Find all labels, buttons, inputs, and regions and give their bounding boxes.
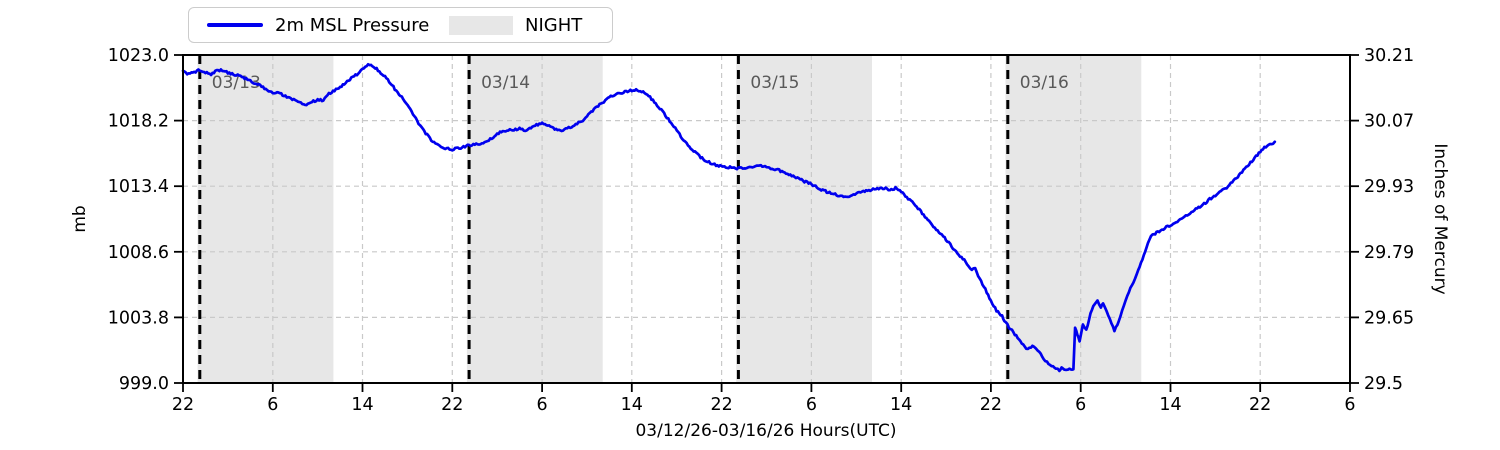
x-tick-label: 6: [267, 395, 278, 415]
x-tick-label: 14: [351, 395, 373, 415]
night-band: [1005, 55, 1142, 383]
right-tick-label: 30.07: [1364, 112, 1414, 132]
x-axis-label: 03/12/26-03/16/26 Hours(UTC): [635, 421, 897, 441]
night-band: [466, 55, 603, 383]
x-tick-label: 6: [1344, 395, 1355, 415]
x-tick-label: 14: [621, 395, 643, 415]
x-tick-label: 22: [710, 395, 732, 415]
date-annotation: 03/13: [212, 73, 261, 93]
night-band: [197, 55, 334, 383]
x-tick-label: 6: [537, 395, 548, 415]
x-tick-label: 22: [172, 395, 194, 415]
right-axis-label: Inches of Mercury: [1430, 143, 1450, 295]
left-tick-label: 1008.6: [108, 243, 169, 263]
night-band: [736, 55, 872, 383]
pressure-line-legend-sample: [207, 23, 263, 27]
date-annotation: 03/16: [1020, 73, 1069, 93]
night-patch-legend-sample: [449, 15, 514, 35]
x-tick-label: 6: [1075, 395, 1086, 415]
left-tick-label: 1013.4: [108, 177, 169, 197]
x-tick-label: 22: [441, 395, 463, 415]
pressure-line: [181, 62, 1277, 373]
right-tick-label: 30.21: [1364, 46, 1414, 66]
date-annotation: 03/15: [750, 73, 799, 93]
x-tick-label: 14: [1159, 395, 1181, 415]
date-annotation: 03/14: [481, 73, 530, 93]
left-tick-label: 1003.8: [108, 308, 169, 328]
left-tick-label: 999.0: [119, 374, 169, 394]
left-axis-label: mb: [70, 205, 90, 233]
right-tick-label: 29.65: [1364, 308, 1414, 328]
x-tick-label: 22: [1249, 395, 1271, 415]
right-tick-label: 29.5: [1364, 374, 1403, 394]
left-tick-label: 1018.2: [108, 112, 169, 132]
legend: 2m MSL Pressure NIGHT: [188, 7, 613, 43]
left-tick-label: 1023.0: [108, 46, 169, 66]
x-tick-label: 22: [980, 395, 1002, 415]
x-tick-label: 14: [890, 395, 912, 415]
legend-label-night: NIGHT: [525, 14, 583, 36]
right-tick-label: 29.79: [1364, 243, 1414, 263]
plot-border: [182, 54, 1351, 384]
right-tick-label: 29.93: [1364, 177, 1414, 197]
x-tick-label: 6: [806, 395, 817, 415]
legend-label-pressure: 2m MSL Pressure: [275, 14, 430, 36]
